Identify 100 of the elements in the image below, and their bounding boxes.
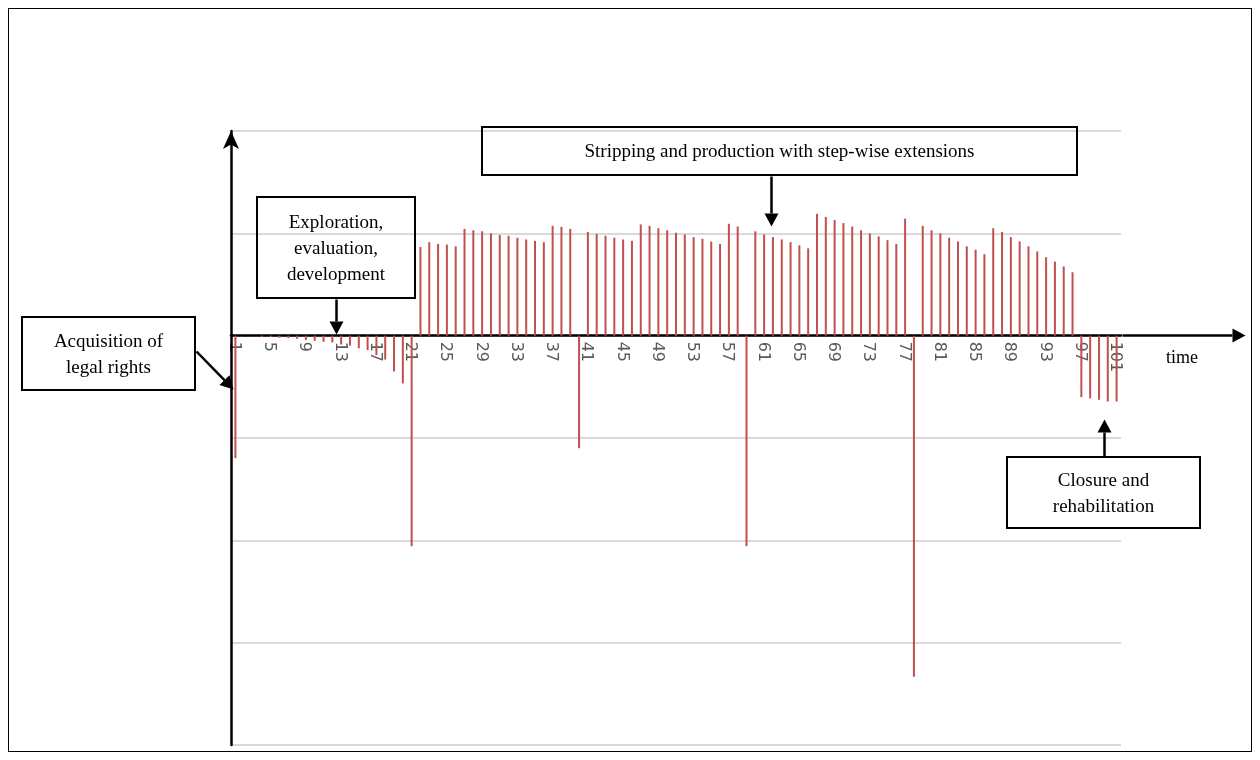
x-tick-label: 41 <box>578 341 598 363</box>
bar <box>613 237 616 336</box>
bar <box>789 242 792 336</box>
bar <box>472 230 475 336</box>
bar <box>930 230 933 336</box>
bar <box>366 335 369 350</box>
x-tick-label: 29 <box>472 341 492 363</box>
bar <box>322 335 325 342</box>
bar <box>454 246 457 336</box>
bar <box>595 234 598 336</box>
x-tick-label: 37 <box>543 341 563 363</box>
bar <box>763 234 766 336</box>
bar <box>877 236 880 336</box>
bar <box>1071 272 1074 336</box>
bar <box>701 238 704 336</box>
x-tick-label: 57 <box>719 341 739 363</box>
x-tick-label: 33 <box>507 341 527 363</box>
bar <box>525 239 528 336</box>
x-tick-label: 49 <box>648 341 668 363</box>
bar <box>560 226 563 336</box>
bar <box>895 243 898 336</box>
x-tick-label: 81 <box>930 341 950 363</box>
annotation: Exploration, evaluation, development <box>285 209 387 286</box>
bar <box>1009 237 1012 336</box>
x-tick-label: 69 <box>825 341 845 363</box>
bar <box>860 230 863 336</box>
bar <box>639 224 642 336</box>
bar <box>516 237 519 336</box>
x-tick-label: 85 <box>966 341 986 363</box>
bar <box>851 226 854 336</box>
callout-box: Closure and rehabilitation <box>1006 456 1201 529</box>
bar <box>1106 335 1109 402</box>
x-axis-title: time <box>1166 346 1198 367</box>
bar <box>904 218 907 336</box>
bar <box>983 254 986 336</box>
bar <box>313 335 316 341</box>
bar <box>384 335 387 360</box>
bar <box>807 248 810 336</box>
bar <box>780 239 783 336</box>
x-tick-label: 9 <box>296 341 316 352</box>
bar <box>1062 266 1065 336</box>
bar <box>489 233 492 336</box>
bar <box>357 335 360 349</box>
bar <box>675 232 677 336</box>
callout-box: Acquisition of legal rights <box>21 316 196 391</box>
x-tick-label: 77 <box>895 341 915 363</box>
bar <box>912 335 915 677</box>
bar <box>956 241 959 336</box>
bar <box>586 231 589 336</box>
bar <box>736 226 739 336</box>
bar <box>419 246 422 336</box>
bar <box>842 223 845 336</box>
bar <box>648 225 651 336</box>
bar <box>498 235 501 336</box>
bar <box>974 249 977 336</box>
x-tick-label: 89 <box>1001 341 1021 363</box>
bar <box>666 230 669 336</box>
bar <box>551 225 554 336</box>
bar <box>542 242 545 336</box>
bar <box>630 240 633 336</box>
bar <box>348 335 351 346</box>
bar <box>1053 261 1056 336</box>
bar <box>921 225 924 336</box>
x-tick-label: 61 <box>754 341 774 363</box>
bar <box>507 235 510 336</box>
bar <box>445 244 448 336</box>
bar <box>965 246 968 336</box>
bar <box>886 240 889 336</box>
x-tick-label: 17 <box>366 341 386 363</box>
bar <box>1018 241 1021 336</box>
bar <box>428 242 431 336</box>
bar <box>948 237 951 336</box>
bar <box>296 335 299 339</box>
bar <box>604 235 607 336</box>
bar <box>719 243 722 336</box>
bar <box>340 335 343 345</box>
x-tick-label: 45 <box>613 341 633 363</box>
bar <box>868 233 871 336</box>
bar <box>401 335 404 384</box>
callout-box: Stripping and production with step-wise extensions <box>481 126 1078 176</box>
bar <box>815 213 818 336</box>
x-tick-label: 73 <box>860 341 880 363</box>
bar <box>534 240 537 336</box>
x-tick-label: 93 <box>1036 341 1056 363</box>
bar <box>393 335 396 372</box>
bar <box>824 216 827 336</box>
bar <box>992 228 995 336</box>
x-tick-label: 25 <box>437 341 457 363</box>
bar <box>657 228 660 336</box>
callout-box: Exploration, evaluation, development <box>256 196 416 299</box>
bar <box>1045 257 1048 336</box>
bar <box>1097 335 1100 400</box>
x-tick-label: 53 <box>684 341 704 363</box>
bar <box>939 233 942 336</box>
bar <box>833 220 836 336</box>
bar <box>437 243 440 336</box>
x-tick-label: 65 <box>789 341 809 363</box>
x-tick-label: 5 <box>261 341 281 352</box>
bar <box>1089 335 1092 399</box>
bar <box>278 335 281 338</box>
